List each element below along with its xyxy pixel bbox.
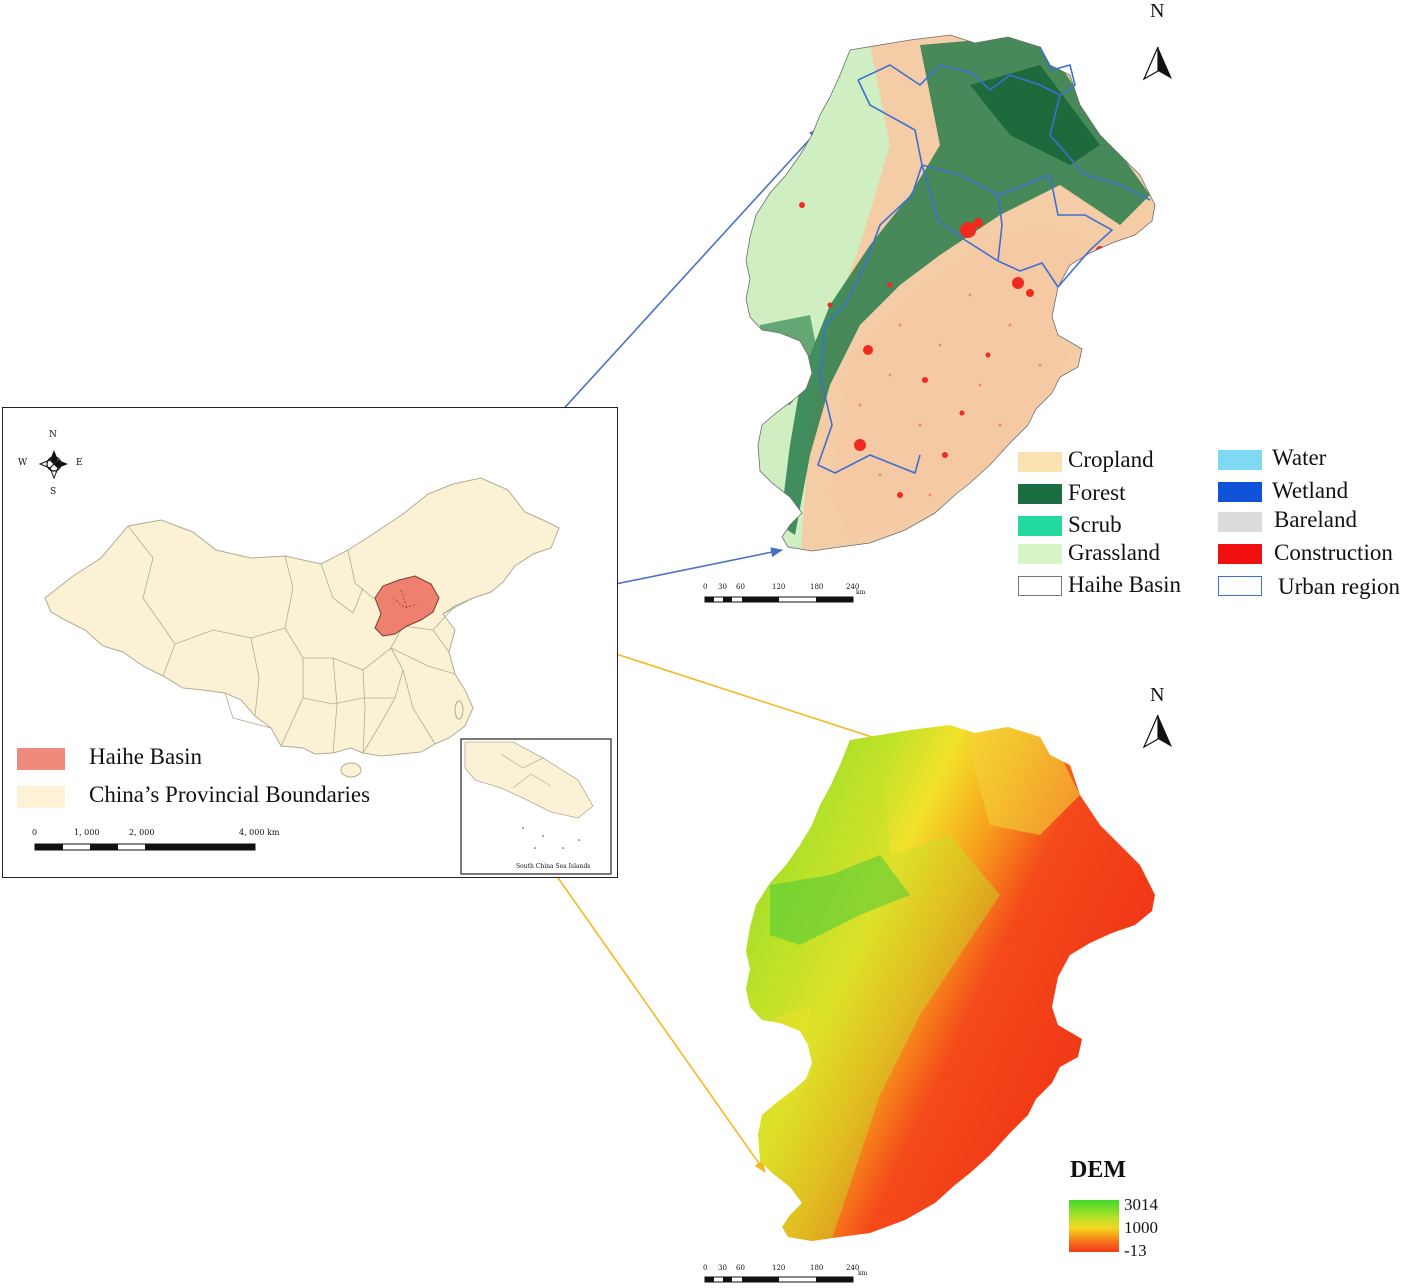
dem-legend-mid: 1000 — [1124, 1218, 1158, 1237]
legend-swatch-scrub — [1018, 516, 1062, 536]
inset-scale-tick-2000: 2, 000 — [129, 828, 155, 837]
legend-label-scrub: Scrub — [1068, 512, 1122, 537]
legend-label-construction: Construction — [1274, 540, 1393, 565]
compass-rose-icon — [38, 450, 68, 480]
landuse-scale-tick: 60 — [736, 583, 745, 591]
dem-map — [746, 715, 1172, 1241]
legend-label-forest: Forest — [1068, 480, 1126, 505]
legend-label-bareland: Bareland — [1274, 507, 1358, 532]
landuse-scale-tick: 120 — [772, 583, 786, 591]
south-china-sea-label: South China Sea Islands — [516, 863, 591, 870]
legend-swatch-bareland — [1218, 512, 1262, 532]
haihe-basin-shape — [374, 575, 440, 637]
landuse-north-arrow-icon — [1142, 46, 1172, 81]
dem-north-arrow-icon — [1142, 715, 1172, 749]
legend-swatch-haihe-basin — [1018, 576, 1062, 596]
legend-swatch-construction — [1218, 544, 1262, 564]
dem-scale-unit: km — [858, 1270, 868, 1277]
dem-legend-title: DEM — [1070, 1157, 1126, 1183]
china-inset-map: N S W E Haihe Basin China’s Provincial B… — [2, 407, 618, 878]
compass-w-label: W — [18, 458, 28, 468]
legend-label-grassland: Grassland — [1068, 540, 1160, 565]
landuse-scale-tick: 240 — [846, 583, 860, 591]
dem-scale-tick: 180 — [810, 1264, 824, 1272]
dem-scale-bar-graphic — [704, 1276, 854, 1283]
compass-n-label: N — [49, 430, 57, 440]
landuse-north-label: N — [1150, 0, 1165, 22]
legend-swatch-water — [1218, 450, 1262, 470]
landuse-legend: Cropland Forest Scrub Grassland Haihe Ba… — [1010, 445, 1415, 605]
landuse-scale-tick: 180 — [810, 583, 824, 591]
legend-swatch-cropland — [1018, 452, 1062, 472]
dem-scale-tick: 0 — [703, 1264, 708, 1272]
inset-scale-bar — [34, 843, 256, 851]
legend-swatch-forest — [1018, 484, 1062, 504]
legend-swatch-grassland — [1018, 544, 1062, 564]
compass-s-label: S — [50, 487, 57, 497]
landuse-scale-tick: 0 — [703, 583, 708, 591]
landuse-scale-unit: km — [856, 589, 866, 596]
compass-e-label: E — [76, 458, 83, 468]
inset-scale-tick-1000: 1, 000 — [74, 828, 100, 837]
legend-label-cropland: Cropland — [1068, 447, 1154, 472]
dem-scale-tick: 240 — [846, 1264, 860, 1272]
dem-scale-tick: 120 — [772, 1264, 786, 1272]
dem-color-ramp — [1069, 1200, 1119, 1252]
dem-legend-max: 3014 — [1124, 1195, 1158, 1214]
dem-scale-tick: 30 — [718, 1264, 727, 1272]
legend-label-wetland: Wetland — [1272, 478, 1349, 503]
dem-legend-min: -13 — [1124, 1241, 1147, 1260]
inset-legend-swatch-provinces — [17, 786, 65, 808]
inset-scale-tick-0: 0 — [32, 828, 38, 837]
landuse-scale-bar-graphic — [704, 596, 854, 603]
legend-label-haihe-basin: Haihe Basin — [1068, 572, 1182, 597]
inset-legend-label-basin: Haihe Basin — [89, 744, 203, 769]
landuse-scale-tick: 30 — [718, 583, 727, 591]
dem-north-label: N — [1150, 684, 1165, 706]
inset-scale-tick-4000: 4, 000 km — [239, 828, 280, 837]
legend-swatch-wetland — [1218, 482, 1262, 502]
inset-legend-swatch-basin — [17, 748, 65, 770]
legend-label-water: Water — [1272, 445, 1327, 470]
landuse-scale-ticks: 0 30 60 120 180 240 km — [700, 583, 870, 596]
dem-scale-tick: 60 — [736, 1264, 745, 1272]
legend-label-urban-region: Urban region — [1278, 574, 1400, 599]
legend-swatch-urban-region — [1218, 576, 1262, 596]
inset-legend-label-provinces: China’s Provincial Boundaries — [89, 782, 371, 807]
china-outline — [44, 477, 560, 757]
dem-scale-ticks: 0 30 60 120 180 240 km — [700, 1264, 870, 1277]
landuse-map — [745, 34, 1172, 552]
